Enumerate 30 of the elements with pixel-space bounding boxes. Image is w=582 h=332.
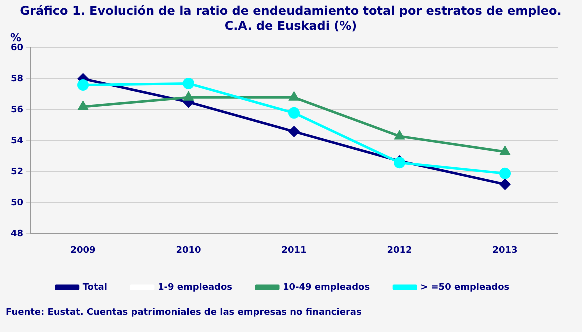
x-tick-label: 2010 <box>176 246 202 256</box>
point <box>500 179 511 190</box>
x-tick-label: 2013 <box>492 246 518 256</box>
point <box>288 107 300 119</box>
legend-label: Total <box>82 282 108 293</box>
y-axis-title: % <box>10 31 22 44</box>
point <box>395 131 404 140</box>
legend-label: > =50 empleados <box>420 282 510 293</box>
y-tick-label: 50 <box>10 198 24 209</box>
legend-label: 1-9 empleados <box>158 282 233 293</box>
point <box>500 168 512 180</box>
legend-label: 10-49 empleados <box>283 282 370 293</box>
point <box>183 78 195 90</box>
x-tick-label: 2012 <box>387 246 412 256</box>
y-tick-label: 48 <box>10 230 24 240</box>
point <box>78 102 88 110</box>
y-tick-label: 60 <box>10 43 24 54</box>
x-tick-label: 2011 <box>282 246 307 256</box>
y-tick-label: 58 <box>10 74 24 84</box>
source-note: Fuente: Eustat. Cuentas patrimoniales de las empresas no financieras <box>6 308 362 318</box>
point <box>289 126 300 138</box>
point <box>78 79 90 91</box>
chart-title: Gráfico 1. Evolución de la ratio de endeudamiento total por estratos de empleo. C.A. de Euskadi (%) <box>20 4 562 33</box>
y-tick-label: 56 <box>10 105 24 116</box>
x-tick-label: 2009 <box>70 246 96 256</box>
point <box>500 146 510 156</box>
y-tick-label: 52 <box>10 167 24 178</box>
y-tick-label: 54 <box>10 136 24 146</box>
point <box>290 92 299 101</box>
point <box>184 92 194 101</box>
